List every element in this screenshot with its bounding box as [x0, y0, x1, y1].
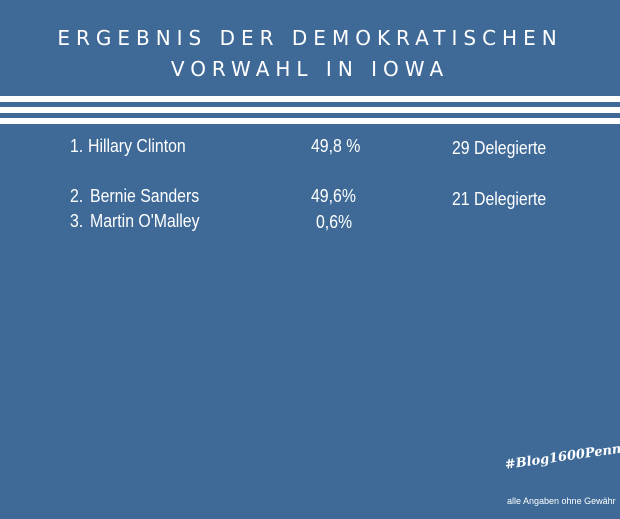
brand-hashtag: #Blog1600Penn	[504, 441, 620, 473]
title-line-2: VORWAHL IN IOWA	[170, 57, 450, 81]
result-rank: 2.	[70, 186, 84, 206]
delegate-count: 29 Delegierte	[452, 138, 547, 158]
candidate-name: Martin O'Malley	[90, 211, 200, 231]
vote-percent: 49,6%	[311, 186, 356, 206]
divider-stripe	[0, 107, 620, 113]
disclaimer-text: alle Angaben ohne Gewähr	[507, 496, 616, 506]
vote-percent: 49,8 %	[311, 136, 361, 156]
result-rank: 3.	[70, 211, 84, 231]
candidate-name: Bernie Sanders	[90, 186, 200, 206]
divider-stripe	[0, 118, 620, 124]
vote-percent: 0,6%	[316, 212, 353, 232]
result-rank: 1.	[70, 136, 84, 156]
candidate-name: Hillary Clinton	[88, 136, 186, 156]
title-line-1: ERGEBNIS DER DEMOKRATISCHEN	[57, 26, 563, 50]
delegate-count: 21 Delegierte	[452, 189, 547, 209]
divider-stripe	[0, 96, 620, 102]
